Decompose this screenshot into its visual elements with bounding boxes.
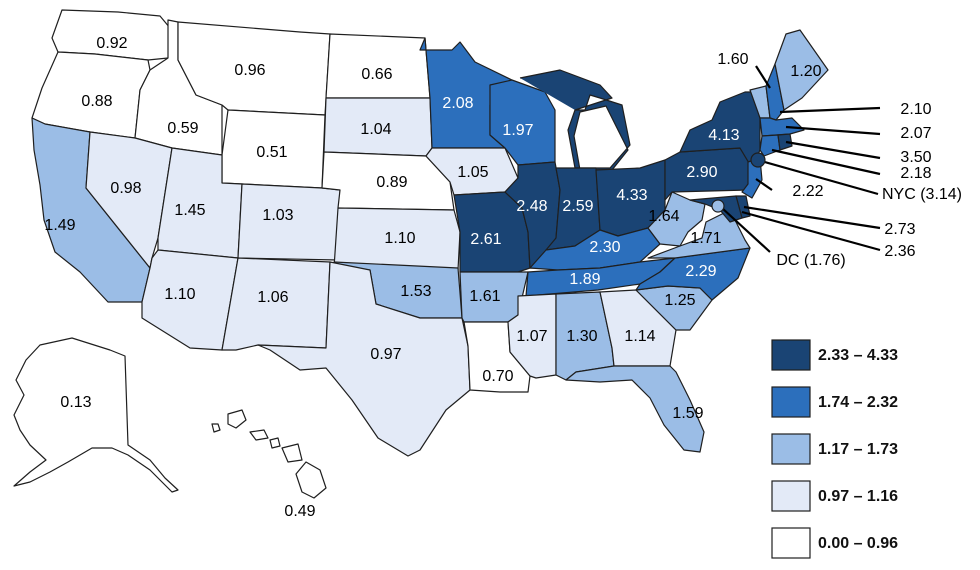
label-AZ: 1.10 (164, 286, 195, 303)
label-AR: 1.61 (469, 288, 500, 305)
state-WA[interactable] (51, 9, 171, 61)
legend-item: 2.33 – 4.33 (771, 339, 898, 371)
legend-swatch (771, 527, 811, 559)
leaders-layer (721, 65, 881, 253)
label-TX: 0.97 (370, 346, 401, 363)
state-AK[interactable] (13, 337, 179, 493)
label-ND: 0.66 (361, 66, 392, 83)
marker-DC[interactable] (711, 199, 725, 213)
state-CT[interactable] (759, 134, 781, 157)
legend-swatch (771, 339, 811, 371)
label-NH: 2.10 (900, 101, 931, 118)
label-UT: 1.45 (174, 202, 205, 219)
label-MO: 2.61 (470, 231, 501, 248)
label-IN: 2.59 (562, 198, 593, 215)
label-PA: 2.90 (686, 164, 717, 181)
label-DC: DC (1.76) (776, 252, 845, 269)
label-IL: 2.48 (516, 198, 547, 215)
label-GA: 1.14 (624, 328, 655, 345)
label-MI: 2.96 (578, 137, 609, 154)
state-HI[interactable] (211, 409, 327, 499)
state-TX[interactable] (257, 261, 471, 457)
label-AK: 0.13 (60, 394, 91, 411)
state-NH[interactable] (765, 63, 785, 121)
label-NC: 2.29 (685, 263, 716, 280)
label-CA: 1.49 (44, 217, 75, 234)
state-RI[interactable] (777, 133, 793, 151)
label-SC: 1.25 (664, 292, 695, 309)
label-WI: 1.97 (502, 122, 533, 139)
label-RI: 3.50 (900, 149, 931, 166)
label-OR: 0.88 (81, 93, 112, 110)
label-MA: 2.07 (900, 125, 931, 142)
label-FL: 1.59 (672, 405, 703, 422)
label-NE: 0.89 (376, 174, 407, 191)
label-VT: 1.60 (717, 51, 748, 68)
value-labels-layer: 0.92 0.88 1.49 0.59 0.98 0.96 0.51 1.45 … (44, 35, 962, 520)
state-WV[interactable] (647, 191, 706, 247)
label-WY: 0.51 (256, 144, 287, 161)
legend-item: 1.74 – 2.32 (771, 386, 898, 418)
legend-label: 1.74 – 2.32 (818, 394, 898, 411)
state-FL[interactable] (565, 365, 705, 453)
state-ME[interactable] (774, 29, 829, 111)
label-IA: 1.05 (457, 164, 488, 181)
label-NYC: NYC (3.14) (882, 186, 962, 203)
state-NC[interactable] (635, 247, 751, 301)
state-NV[interactable] (85, 131, 173, 269)
legend-swatch (771, 480, 811, 512)
label-NM: 1.06 (257, 289, 288, 306)
label-NV: 0.98 (110, 180, 141, 197)
legend-item: 0.00 – 0.96 (771, 527, 898, 559)
label-SD: 1.04 (360, 121, 391, 138)
legend-swatch (771, 433, 811, 465)
legend-swatch (771, 386, 811, 418)
label-CT: 2.18 (900, 165, 931, 182)
label-OH: 4.33 (616, 187, 647, 204)
label-HI: 0.49 (284, 503, 315, 520)
legend-label: 1.17 – 1.73 (818, 441, 898, 458)
legend-label: 2.33 – 4.33 (818, 347, 898, 364)
label-MT: 0.96 (234, 62, 265, 79)
label-KY: 2.30 (589, 239, 620, 256)
label-WA: 0.92 (96, 35, 127, 52)
state-KS[interactable] (333, 207, 461, 271)
label-ME: 1.20 (790, 63, 821, 80)
label-TN: 1.89 (569, 271, 600, 288)
label-CO: 1.03 (262, 207, 293, 224)
label-MS: 1.07 (516, 328, 547, 345)
legend-item: 1.17 – 1.73 (771, 433, 898, 465)
label-MN: 2.08 (442, 95, 473, 112)
label-MD: 2.36 (884, 243, 915, 260)
legend-label: 0.97 – 1.16 (818, 488, 898, 505)
label-VA: 1.71 (690, 230, 721, 247)
label-NY: 4.13 (708, 127, 739, 144)
label-LA: 0.70 (482, 368, 513, 385)
label-AL: 1.30 (566, 328, 597, 345)
legend-item: 0.97 – 1.16 (771, 480, 898, 512)
label-WV: 1.64 (648, 208, 679, 225)
legend: 2.33 – 4.33 1.74 – 2.32 1.17 – 1.73 0.97… (771, 339, 898, 559)
label-DE: 2.73 (884, 221, 915, 238)
label-ID: 0.59 (167, 120, 198, 137)
marker-NYC[interactable] (750, 152, 766, 168)
states-layer (13, 9, 829, 499)
city-markers-layer (711, 152, 766, 213)
label-NJ: 2.22 (792, 183, 823, 200)
legend-label: 0.00 – 0.96 (818, 535, 898, 552)
label-OK: 1.53 (400, 283, 431, 300)
label-KS: 1.10 (384, 230, 415, 247)
